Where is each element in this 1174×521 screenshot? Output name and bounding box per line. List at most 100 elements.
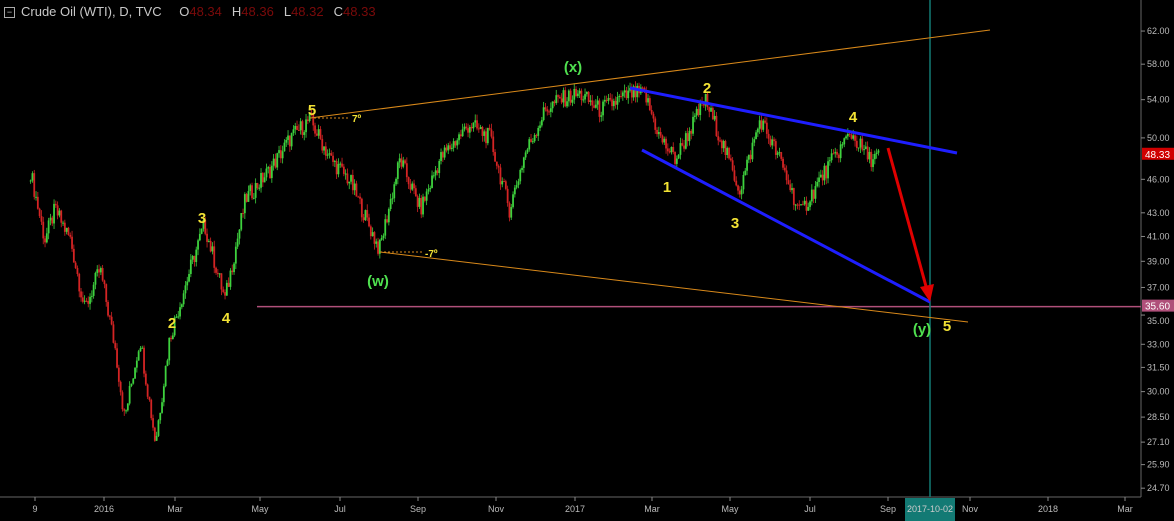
candle xyxy=(152,418,154,428)
candle xyxy=(414,188,417,197)
candle xyxy=(632,86,635,98)
candle xyxy=(242,213,244,215)
candle xyxy=(256,182,259,189)
candle xyxy=(267,167,270,169)
candle xyxy=(742,174,745,190)
candle xyxy=(357,196,360,198)
candle xyxy=(440,152,442,161)
candle xyxy=(315,133,318,136)
candle xyxy=(333,160,336,162)
candle xyxy=(350,175,352,182)
candle xyxy=(161,402,163,413)
candle xyxy=(364,210,367,221)
wedge-lower-line[interactable] xyxy=(641,148,931,304)
candle xyxy=(222,289,225,293)
candle xyxy=(209,240,212,252)
candle xyxy=(596,100,599,105)
candle xyxy=(240,213,243,230)
low-label: L xyxy=(283,4,292,19)
projection-arrow[interactable] xyxy=(886,147,929,291)
candle xyxy=(819,174,822,178)
candle xyxy=(47,220,50,234)
candle xyxy=(101,268,104,281)
candle xyxy=(231,270,234,273)
candle xyxy=(429,187,432,190)
candle xyxy=(634,86,637,98)
candle xyxy=(652,113,655,119)
candle xyxy=(582,99,585,101)
close-value: 48.33 xyxy=(343,4,376,19)
candle xyxy=(332,155,334,162)
candle xyxy=(555,95,558,104)
candle xyxy=(791,188,793,191)
candle xyxy=(213,246,216,268)
candle xyxy=(645,90,648,103)
candle xyxy=(607,97,610,101)
candle xyxy=(261,172,264,183)
candle xyxy=(62,222,64,224)
wedge-upper-line[interactable] xyxy=(629,86,958,155)
close-label: C xyxy=(333,4,344,19)
candle xyxy=(36,196,39,209)
wave-label: 4 xyxy=(222,310,231,327)
candle xyxy=(756,128,759,133)
candle xyxy=(836,151,838,155)
candle xyxy=(288,135,291,147)
y-tick-label: 35.00 xyxy=(1147,316,1170,326)
y-tick-label: 46.00 xyxy=(1147,174,1170,184)
candle xyxy=(488,127,491,130)
candle xyxy=(105,284,108,302)
candle xyxy=(306,119,309,121)
candle xyxy=(211,246,214,252)
square-minus-icon[interactable]: − xyxy=(4,7,15,18)
candle xyxy=(720,140,723,149)
level-price-tag: 35.60 xyxy=(1145,302,1170,313)
candle xyxy=(310,112,313,115)
candle xyxy=(69,234,72,237)
candle xyxy=(341,163,343,167)
candle xyxy=(630,87,633,98)
candle xyxy=(431,175,433,188)
candle xyxy=(519,169,522,182)
candle xyxy=(189,259,192,274)
candle xyxy=(171,335,174,340)
candle xyxy=(65,227,68,232)
candle xyxy=(87,300,90,304)
candle xyxy=(418,197,421,207)
candle xyxy=(688,130,691,142)
upper-trendline[interactable] xyxy=(309,29,991,119)
candle xyxy=(459,134,462,137)
candle xyxy=(515,185,518,188)
candle xyxy=(625,90,628,99)
candle xyxy=(731,160,734,171)
candle xyxy=(782,158,784,168)
candle xyxy=(661,135,664,143)
candle xyxy=(593,105,595,108)
candle xyxy=(162,386,165,403)
y-tick-label: 50.00 xyxy=(1147,133,1170,143)
candle xyxy=(243,194,246,214)
candle xyxy=(792,188,795,205)
candle xyxy=(801,204,804,206)
candle xyxy=(452,141,455,148)
candle xyxy=(724,140,727,156)
candle xyxy=(767,133,770,139)
candle xyxy=(706,93,709,108)
candle xyxy=(119,381,122,393)
candle xyxy=(643,87,646,91)
candle xyxy=(557,95,559,97)
candle xyxy=(215,267,217,273)
candle xyxy=(285,139,288,143)
candle xyxy=(717,136,720,141)
candle xyxy=(153,427,156,441)
candle xyxy=(539,125,541,128)
candle xyxy=(465,126,468,129)
lower-trendline[interactable] xyxy=(379,251,969,323)
candle xyxy=(533,135,536,142)
y-tick-label: 37.00 xyxy=(1147,282,1170,292)
candle xyxy=(326,154,329,156)
candle xyxy=(400,158,403,167)
candle xyxy=(164,365,167,387)
candle xyxy=(344,173,347,175)
